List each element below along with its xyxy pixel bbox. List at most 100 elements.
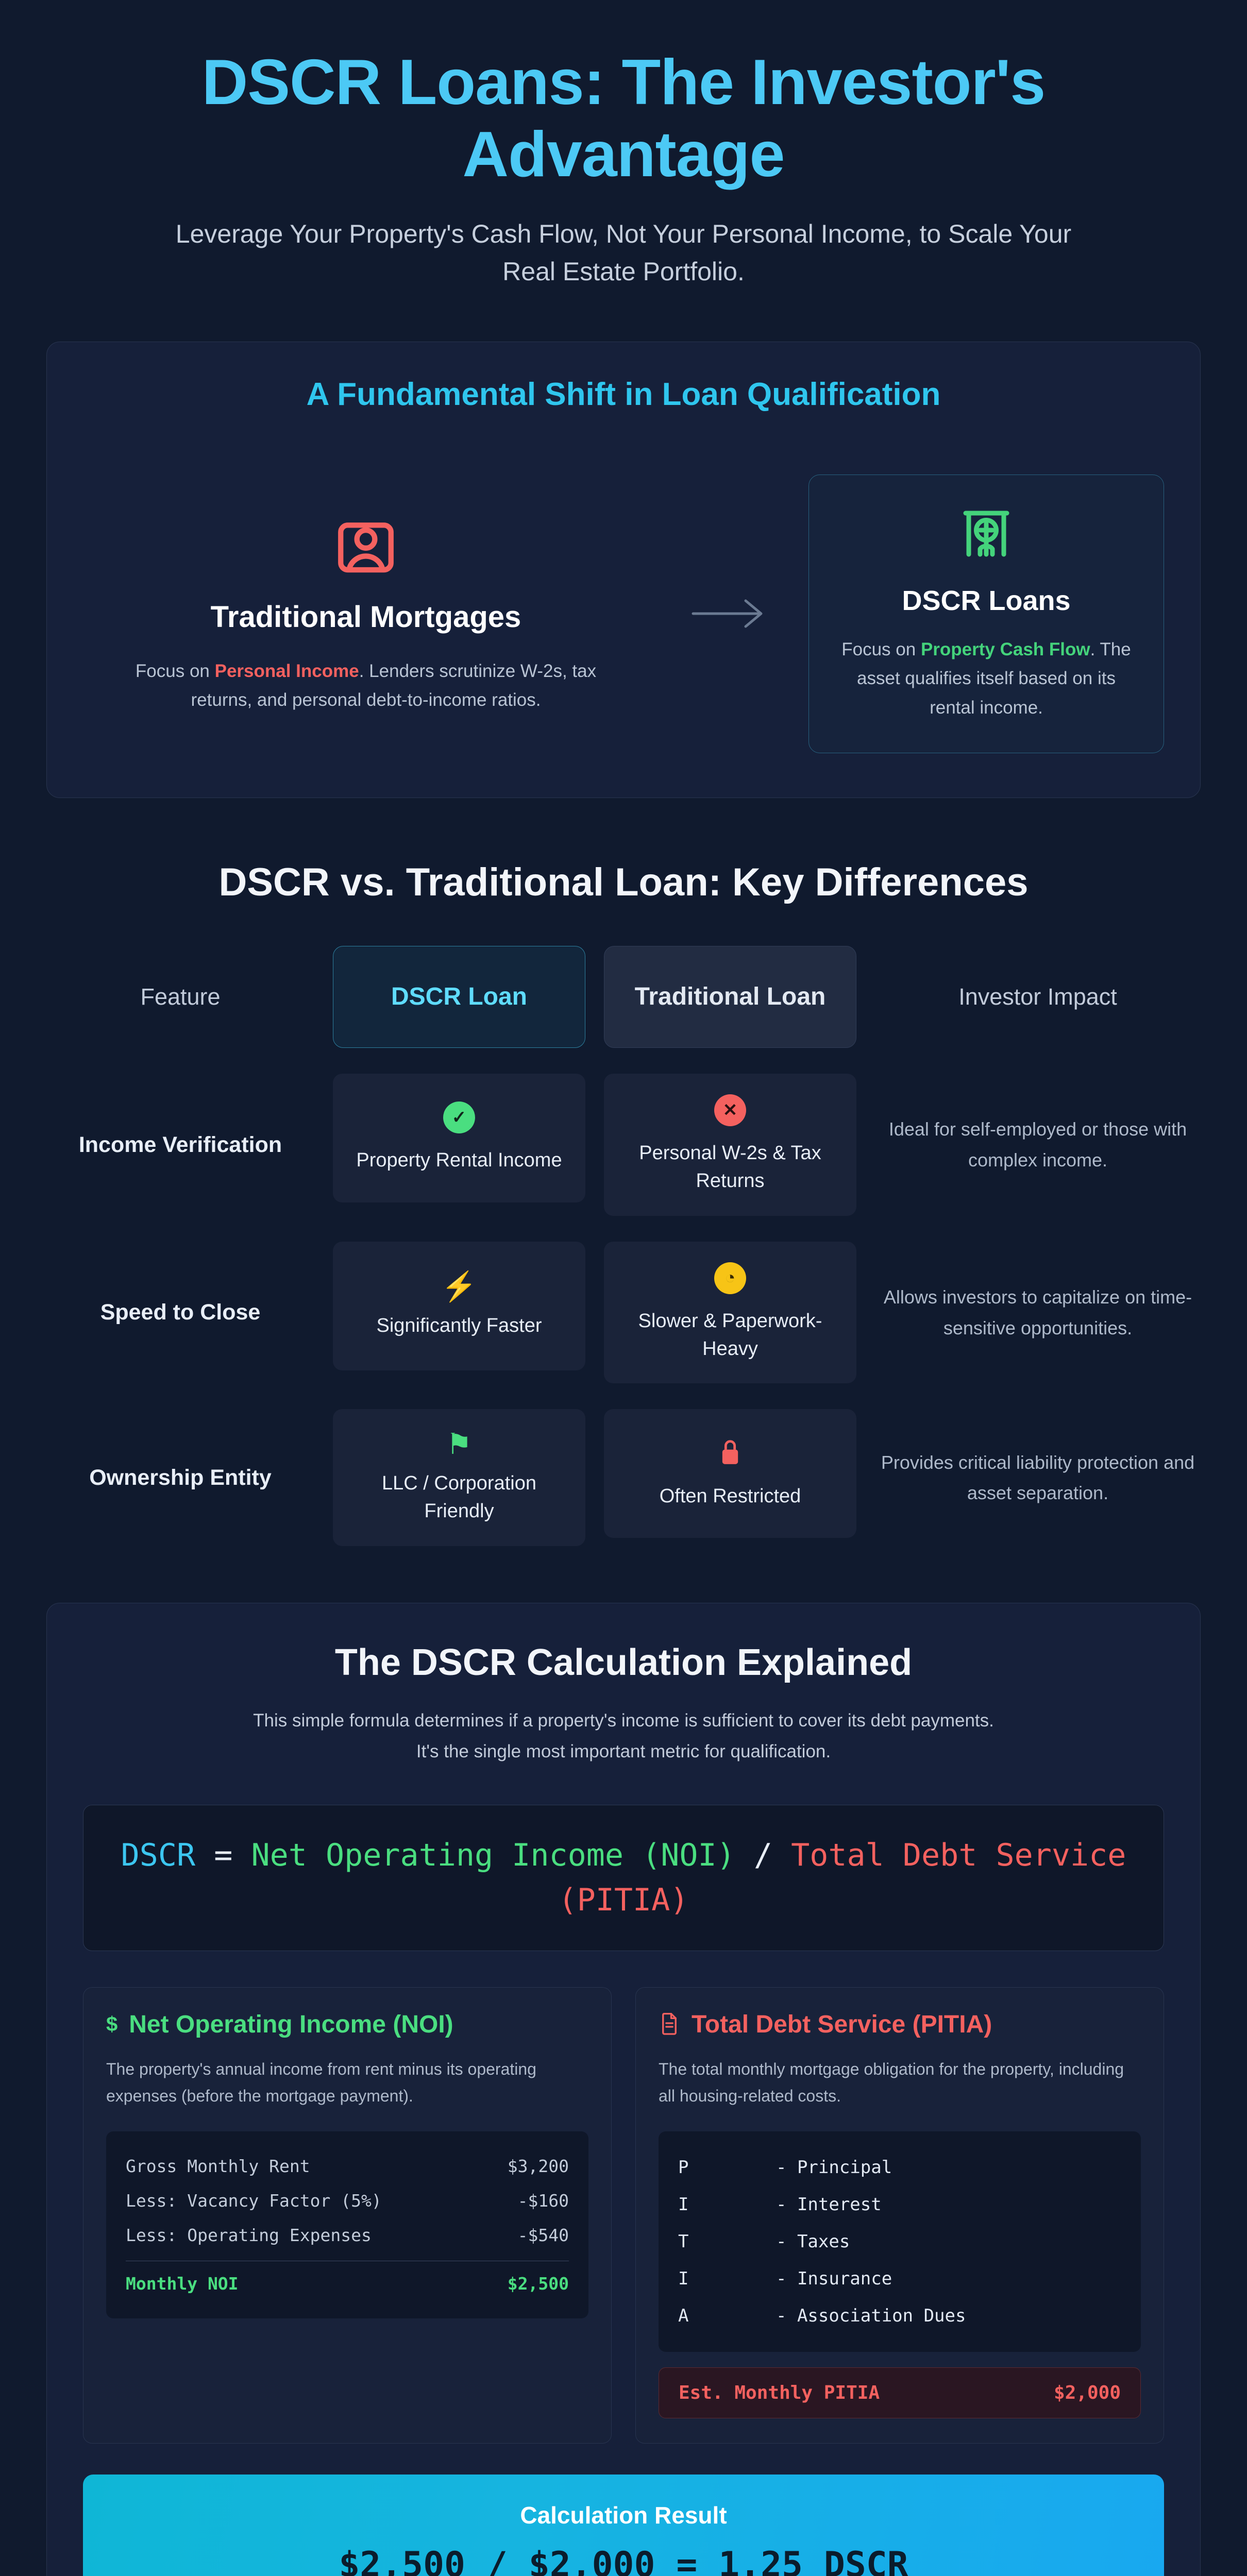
table-row: Income Verification ✓ Property Rental In… xyxy=(46,1073,1201,1216)
document-icon xyxy=(659,2011,680,2038)
formula-denominator: Total Debt Service (PITIA) xyxy=(558,1837,1126,1919)
pitia-description: The total monthly mortgage obligation fo… xyxy=(659,2060,1124,2106)
dscr-heading: DSCR Loans xyxy=(902,585,1071,617)
result-equation: $2,500 / $2,000 = 1.25 DSCR xyxy=(339,2545,908,2576)
pitia-total-value: $2,000 xyxy=(1053,2382,1121,2404)
ledger-label: Less: Vacancy Factor (5%) xyxy=(126,2191,382,2211)
pitia-key: I xyxy=(678,2268,689,2290)
ledger-row: Gross Monthly Rent $3,200 xyxy=(126,2149,569,2183)
dscr-cell: ⚑ LLC / Corporation Friendly xyxy=(333,1409,585,1547)
calculation-subtitle: This simple formula determines if a prop… xyxy=(83,1705,1164,1767)
traditional-mortgage-column: Traditional Mortgages Focus on Personal … xyxy=(83,513,649,715)
formula-equals: = xyxy=(195,1837,251,1874)
pitia-key: I xyxy=(678,2194,689,2215)
dscr-loan-column: DSCR Loans Focus on Property Cash Flow. … xyxy=(808,474,1164,753)
dscr-cell-value: Significantly Faster xyxy=(376,1314,542,1336)
dollar-sign-icon: $ xyxy=(106,2013,118,2036)
shift-section-title: A Fundamental Shift in Loan Qualificatio… xyxy=(306,377,941,413)
formula-divider: / xyxy=(735,1837,791,1874)
lightning-bolt-icon: ⚡ xyxy=(441,1269,477,1302)
ledger-value: -$160 xyxy=(517,2191,569,2211)
pitia-key: A xyxy=(678,2306,689,2327)
comparison-section-title: DSCR vs. Traditional Loan: Key Differenc… xyxy=(218,860,1029,904)
ledger-value: -$540 xyxy=(517,2225,569,2246)
row-impact-text: Allows investors to capitalize on time-s… xyxy=(883,1286,1192,1338)
pitia-label: - Principal xyxy=(776,2157,892,2178)
traditional-cell-value: Slower & Paperwork-Heavy xyxy=(638,1310,822,1360)
noi-total-row: Monthly NOI $2,500 xyxy=(126,2266,569,2301)
calculation-subtitle-line1: This simple formula determines if a prop… xyxy=(253,1710,994,1731)
traditional-cell: ◔ Slower & Paperwork-Heavy xyxy=(604,1241,856,1384)
ledger-label: Gross Monthly Rent xyxy=(126,2156,310,2177)
calculation-subtitle-line2: It's the single most important metric fo… xyxy=(416,1741,831,1761)
dscr-description: Focus on Property Cash Flow. The asset q… xyxy=(841,639,1131,718)
ledger-row: Less: Operating Expenses -$540 xyxy=(126,2218,569,2252)
formula-term: DSCR xyxy=(121,1837,196,1874)
pitia-total-label: Est. Monthly PITIA xyxy=(679,2382,880,2404)
pitia-row: I - Insurance xyxy=(678,2260,1121,2297)
fundamental-shift-panel: A Fundamental Shift in Loan Qualificatio… xyxy=(46,342,1201,798)
comparison-table: Feature DSCR Loan Traditional Loan Inves… xyxy=(46,945,1201,1547)
traditional-description: Focus on Personal Income. Lenders scruti… xyxy=(135,660,597,710)
noi-total-label: Monthly NOI xyxy=(126,2274,239,2294)
noi-description: The property's annual income from rent m… xyxy=(106,2060,536,2106)
calculation-panel: The DSCR Calculation Explained This simp… xyxy=(46,1603,1201,2576)
pitia-legend: P - Principal I - Interest T - Taxes I xyxy=(659,2131,1141,2352)
pitia-label: - Interest xyxy=(776,2194,882,2215)
header-traditional-loan: Traditional Loan xyxy=(604,945,856,1048)
traditional-cell: ✕ Personal W-2s & Tax Returns xyxy=(604,1073,856,1216)
pitia-row: P - Principal xyxy=(678,2149,1121,2186)
pitia-key: T xyxy=(678,2231,689,2252)
calculation-title: The DSCR Calculation Explained xyxy=(334,1642,913,1684)
row-feature-label: Speed to Close xyxy=(100,1300,261,1325)
traditional-cell: Often Restricted xyxy=(604,1409,856,1538)
dscr-cell: ✓ Property Rental Income xyxy=(333,1073,585,1202)
pitia-label: - Insurance xyxy=(776,2268,892,2290)
row-feature-label: Ownership Entity xyxy=(89,1465,272,1490)
table-row: Speed to Close ⚡ Significantly Faster ◔ … xyxy=(46,1241,1201,1384)
ledger-value: $3,200 xyxy=(507,2156,569,2177)
traditional-heading: Traditional Mortgages xyxy=(210,600,521,634)
noi-ledger: Gross Monthly Rent $3,200 Less: Vacancy … xyxy=(106,2131,588,2319)
check-circle-icon: ✓ xyxy=(443,1101,475,1133)
lock-icon xyxy=(717,1437,744,1471)
dscr-cell-value: Property Rental Income xyxy=(356,1149,562,1171)
traditional-cell-value: Often Restricted xyxy=(659,1485,801,1507)
pitia-panel: Total Debt Service (PITIA) The total mon… xyxy=(635,1987,1164,2444)
result-label: Calculation Result xyxy=(520,2502,727,2529)
pitia-label: - Taxes xyxy=(776,2231,850,2252)
dscr-cell: ⚡ Significantly Faster xyxy=(333,1241,585,1370)
pitia-label: - Association Dues xyxy=(776,2306,966,2327)
dscr-cell-value: LLC / Corporation Friendly xyxy=(382,1472,536,1522)
row-feature-label: Income Verification xyxy=(78,1132,282,1157)
building-icon: ⚑ xyxy=(446,1428,473,1461)
pitia-title: Total Debt Service (PITIA) xyxy=(692,2011,992,2039)
header-feature: Feature xyxy=(140,983,221,1010)
pitia-row: T - Taxes xyxy=(678,2223,1121,2260)
arrow-right-icon xyxy=(664,596,793,632)
ledger-label: Less: Operating Expenses xyxy=(126,2225,372,2246)
header-dscr-loan: DSCR Loan xyxy=(333,945,585,1048)
row-impact-text: Provides critical liability protection a… xyxy=(881,1452,1195,1504)
formula-box: DSCR = Net Operating Income (NOI) / Tota… xyxy=(83,1805,1164,1952)
building-dollar-icon xyxy=(834,503,1139,565)
pitia-key: P xyxy=(678,2157,689,2178)
noi-total-value: $2,500 xyxy=(507,2274,569,2294)
header-investor-impact: Investor Impact xyxy=(958,983,1117,1010)
formula-numerator: Net Operating Income (NOI) xyxy=(251,1837,735,1874)
noi-panel: $ Net Operating Income (NOI) The propert… xyxy=(83,1987,612,2444)
x-circle-icon: ✕ xyxy=(714,1094,746,1126)
pitia-row: I - Interest xyxy=(678,2186,1121,2223)
ledger-row: Less: Vacancy Factor (5%) -$160 xyxy=(126,2183,569,2218)
pitia-total-row: Est. Monthly PITIA $2,000 xyxy=(659,2367,1141,2419)
pitia-row: A - Association Dues xyxy=(678,2297,1121,2334)
calculation-result-box: Calculation Result $2,500 / $2,000 = 1.2… xyxy=(83,2475,1164,2576)
table-row: Ownership Entity ⚑ LLC / Corporation Fri… xyxy=(46,1409,1201,1547)
row-impact-text: Ideal for self-employed or those with co… xyxy=(888,1118,1187,1171)
page-title: DSCR Loans: The Investor's Advantage xyxy=(201,47,1046,191)
table-header-row: Feature DSCR Loan Traditional Loan Inves… xyxy=(46,945,1201,1048)
traditional-cell-value: Personal W-2s & Tax Returns xyxy=(639,1142,821,1192)
noi-title: Net Operating Income (NOI) xyxy=(129,2011,453,2039)
clock-icon: ◔ xyxy=(714,1262,746,1294)
